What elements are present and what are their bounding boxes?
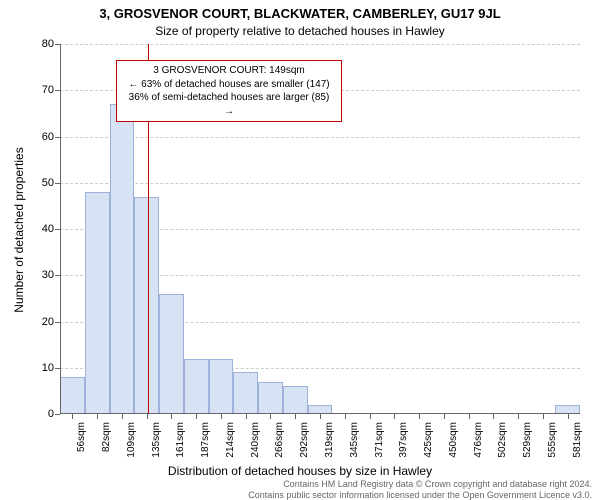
histogram-bar	[209, 359, 234, 415]
x-tick-mark	[518, 414, 519, 419]
x-tick-label: 56sqm	[76, 422, 87, 452]
histogram-bar	[134, 197, 159, 414]
x-tick-mark	[370, 414, 371, 419]
x-tick-mark	[295, 414, 296, 419]
x-tick-label: 371sqm	[374, 422, 385, 458]
x-tick-label: 135sqm	[151, 422, 162, 458]
x-tick-label: 214sqm	[225, 422, 236, 458]
y-axis	[60, 44, 61, 414]
x-tick-label: 425sqm	[423, 422, 434, 458]
x-tick-mark	[543, 414, 544, 419]
plot-area: 0102030405060708056sqm82sqm109sqm135sqm1…	[60, 44, 580, 414]
y-tick-label: 80	[24, 38, 54, 50]
chart-subtitle: Size of property relative to detached ho…	[0, 24, 600, 38]
x-tick-mark	[97, 414, 98, 419]
x-tick-label: 397sqm	[398, 422, 409, 458]
footer-licence: Contains public sector information licen…	[248, 490, 592, 500]
callout-box: 3 GROSVENOR COURT: 149sqm← 63% of detach…	[116, 60, 342, 122]
x-tick-label: 345sqm	[349, 422, 360, 458]
x-axis-label: Distribution of detached houses by size …	[0, 464, 600, 478]
grid-line	[60, 137, 580, 138]
footer-copyright: Contains HM Land Registry data © Crown c…	[283, 479, 592, 489]
chart-title: 3, GROSVENOR COURT, BLACKWATER, CAMBERLE…	[0, 6, 600, 21]
y-tick-label: 60	[24, 131, 54, 143]
grid-line	[60, 44, 580, 45]
x-tick-mark	[221, 414, 222, 419]
histogram-bar	[60, 377, 85, 414]
x-tick-mark	[147, 414, 148, 419]
x-tick-label: 266sqm	[274, 422, 285, 458]
x-tick-mark	[196, 414, 197, 419]
y-tick-label: 50	[24, 177, 54, 189]
x-tick-label: 476sqm	[473, 422, 484, 458]
y-tick-label: 0	[24, 408, 54, 420]
histogram-bar	[283, 386, 308, 414]
histogram-bar	[184, 359, 209, 415]
histogram-bar	[258, 382, 283, 414]
callout-line: 3 GROSVENOR COURT: 149sqm	[123, 64, 335, 78]
x-tick-mark	[568, 414, 569, 419]
x-tick-label: 555sqm	[547, 422, 558, 458]
callout-line: 36% of semi-detached houses are larger (…	[123, 91, 335, 118]
x-tick-mark	[493, 414, 494, 419]
x-tick-label: 109sqm	[126, 422, 137, 458]
x-tick-label: 319sqm	[324, 422, 335, 458]
callout-line: ← 63% of detached houses are smaller (14…	[123, 78, 335, 92]
x-tick-mark	[345, 414, 346, 419]
x-tick-mark	[246, 414, 247, 419]
x-tick-mark	[171, 414, 172, 419]
y-tick-label: 70	[24, 84, 54, 96]
histogram-bar	[233, 372, 258, 414]
histogram-bar	[110, 104, 135, 414]
x-tick-label: 292sqm	[299, 422, 310, 458]
grid-line	[60, 183, 580, 184]
histogram-bar	[159, 294, 184, 414]
x-tick-label: 581sqm	[572, 422, 583, 458]
histogram-bar	[85, 192, 110, 414]
x-tick-mark	[320, 414, 321, 419]
x-tick-label: 82sqm	[101, 422, 112, 452]
x-tick-mark	[469, 414, 470, 419]
x-tick-label: 450sqm	[448, 422, 459, 458]
x-tick-mark	[122, 414, 123, 419]
x-tick-label: 187sqm	[200, 422, 211, 458]
x-tick-mark	[72, 414, 73, 419]
x-tick-mark	[394, 414, 395, 419]
x-tick-mark	[419, 414, 420, 419]
x-tick-mark	[270, 414, 271, 419]
x-tick-mark	[444, 414, 445, 419]
y-tick-label: 20	[24, 316, 54, 328]
x-tick-label: 502sqm	[497, 422, 508, 458]
y-tick-label: 30	[24, 269, 54, 281]
x-tick-label: 240sqm	[250, 422, 261, 458]
y-tick-mark	[55, 414, 60, 415]
y-tick-label: 40	[24, 223, 54, 235]
x-tick-label: 529sqm	[522, 422, 533, 458]
y-tick-label: 10	[24, 362, 54, 374]
x-tick-label: 161sqm	[175, 422, 186, 458]
